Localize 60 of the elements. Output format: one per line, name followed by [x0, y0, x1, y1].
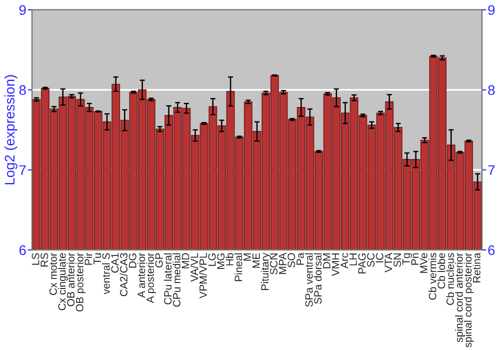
x-tick-label: RS [40, 253, 48, 266]
x-tick-label: VMH [332, 254, 340, 276]
x-tick-label: SPa dorsal [314, 253, 322, 304]
x-tick-label: Retina [472, 252, 480, 282]
x-tick-label: Arc [340, 252, 348, 268]
x-tick-label: Cb nucleus [446, 253, 454, 305]
y2-tick-label: 6 [488, 245, 495, 256]
y-tick-label: 8 [19, 85, 26, 96]
x-tick-label: Pa [296, 252, 304, 265]
x-tick-label: spinal cord anterior [455, 252, 465, 342]
x-tick-label: SN [394, 254, 402, 267]
x-tick-label: spinal cord posterior [464, 252, 474, 348]
y2-tick-label: 7 [488, 165, 495, 175]
x-tick-label: LS [32, 253, 40, 265]
x-tick-label: PAG [358, 253, 366, 274]
x-tick-label: Pituitary [260, 252, 271, 290]
x-tick-label: Cx cingulate [58, 253, 68, 310]
x-tick-label: CPu medial [172, 253, 180, 307]
x-tick-label: Cb vermis [428, 253, 436, 300]
x-tick-label: CA1 [111, 253, 119, 273]
x-tick-label: CPu lateral [164, 253, 172, 304]
x-tick-label: VA/VL [190, 253, 198, 282]
x-tick-label: Pir [84, 252, 92, 265]
x-tick-label: Hb [226, 253, 234, 266]
x-tick-label: IC [376, 253, 384, 262]
x-tick-label: Tg [402, 253, 412, 265]
y-tick-label: 7 [19, 165, 26, 175]
x-tick-label: CA2/CA3 [120, 253, 128, 296]
y-axis-title: Log2 (expression) [4, 75, 18, 184]
x-tick-label: Tu [94, 253, 102, 264]
x-tick-label: A anterior [137, 252, 146, 298]
y-tick-label: 6 [19, 245, 26, 256]
x-tick-label: MD [182, 253, 190, 268]
x-tick-label: Cx motor [49, 252, 57, 295]
x-tick-label: OB posterior [76, 252, 86, 312]
x-tick-label: LG [208, 253, 216, 266]
x-tick-label: Pn [411, 253, 419, 265]
x-tick-label: MG [217, 253, 225, 269]
x-tick-label: OB anterior [66, 252, 75, 306]
x-tick-label: M [244, 254, 251, 261]
x-tick-label: DM [323, 254, 330, 268]
x-tick-label: Pineal [234, 253, 242, 282]
y-tick-label: 9 [19, 5, 26, 15]
x-tick-label: SO [288, 253, 296, 268]
x-tick-label: SPa ventral [305, 253, 313, 307]
x-tick-label: LH [350, 254, 357, 266]
x-tick-label: VPM/VPL [199, 253, 207, 298]
y2-tick-label: 9 [488, 5, 495, 15]
x-tick-label: MPA [278, 252, 286, 274]
x-tick-label: SCN [270, 254, 278, 274]
x-tick-label: ventral S [102, 253, 110, 294]
x-tick-label: ME [252, 253, 260, 268]
x-tick-label: SC [367, 253, 375, 267]
x-tick-label: MVe [420, 253, 428, 273]
x-tick-label: DG [128, 253, 136, 268]
x-tick-label: GP [155, 253, 163, 268]
y2-tick-label: 8 [488, 85, 495, 96]
x-tick-label: VTA [384, 252, 392, 272]
x-tick-label: Cb lobe [437, 253, 446, 289]
x-tick-label: A posterior [146, 252, 156, 304]
